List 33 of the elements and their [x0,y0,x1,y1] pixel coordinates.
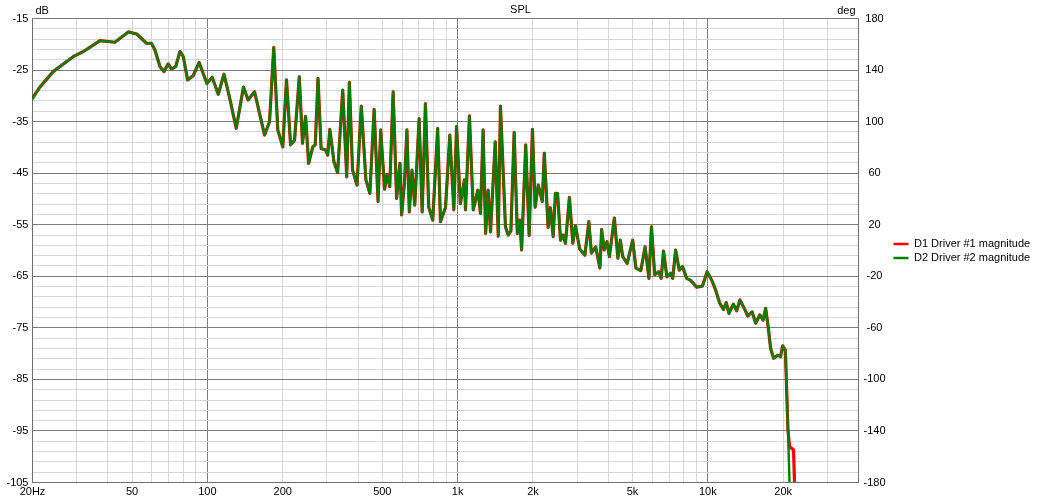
x-tick-label: 200 [273,484,292,497]
y2-tick-label: -180 [863,475,886,488]
y2-tick-label: 60 [868,166,881,179]
legend-label: D1 Driver #1 magnitude [914,237,1031,249]
x-tick-label: 10k [698,484,718,497]
x-tick-label: 2k [527,484,540,497]
y2-tick-label: -60 [866,320,883,333]
y-tick-label: -85 [12,372,29,385]
x-tick-label: 50 [125,484,139,497]
y2-tick-label: 140 [865,63,884,76]
y-tick-label: -55 [12,217,29,230]
y2-tick-label: 180 [865,11,884,24]
x-tick-label: 500 [373,484,392,497]
x-tick-label: 1k [451,484,464,497]
x-tick-label: 5k [626,484,639,497]
x-tick-label: 100 [198,484,217,497]
y-tick-label: -25 [12,63,29,76]
y-tick-label: -15 [12,11,29,24]
legend-label: D2 Driver #2 magnitude [914,251,1031,263]
y-tick-label: -65 [12,269,29,282]
y-tick-label: -75 [12,320,29,333]
y-tick-label: -35 [12,114,29,127]
y-axis-title: dB [35,3,49,16]
y2-tick-label: -140 [863,423,886,436]
y2-axis-title: deg [837,3,856,16]
x-tick-label: 20k [774,484,793,497]
y-tick-label: -45 [12,166,29,179]
chart-title: SPL [510,3,531,15]
y2-tick-label: -100 [863,372,886,385]
y2-tick-label: 20 [868,217,881,230]
y-tick-label: -95 [12,423,29,436]
y2-tick-label: 100 [865,114,884,127]
y2-tick-label: -20 [866,269,883,282]
